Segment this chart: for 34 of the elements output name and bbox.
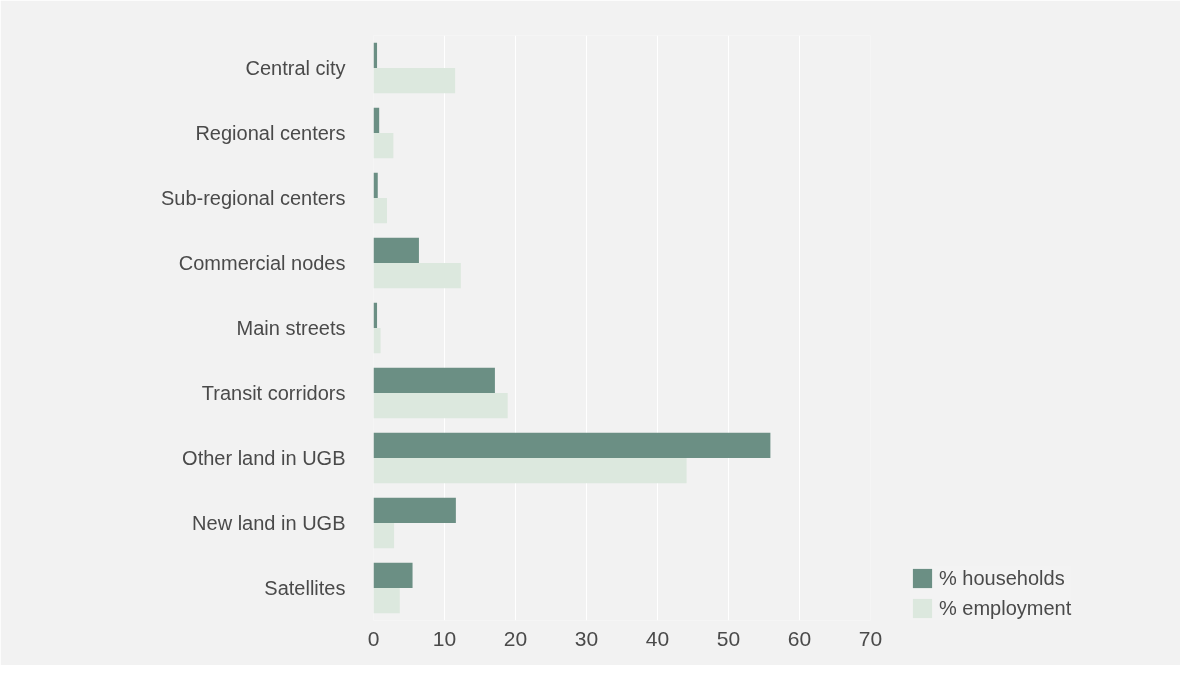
y-tick-label: Sub-regional centers bbox=[160, 187, 346, 209]
x-tick-label: 50 bbox=[716, 626, 741, 650]
bar bbox=[373, 133, 394, 159]
bar bbox=[373, 432, 771, 458]
bar bbox=[373, 237, 419, 263]
x-tick-label: 70 bbox=[858, 626, 883, 650]
bar bbox=[373, 562, 413, 588]
y-tick-label: Main streets bbox=[236, 317, 346, 339]
y-tick-label: Satellites bbox=[264, 577, 346, 599]
y-tick-label: Commercial nodes bbox=[178, 252, 346, 274]
legend-label: % employment bbox=[939, 596, 1072, 620]
x-tick-label: 30 bbox=[574, 626, 599, 650]
bar bbox=[373, 588, 400, 614]
bar bbox=[373, 523, 395, 549]
x-tick-label: 20 bbox=[503, 626, 528, 650]
bar bbox=[373, 328, 381, 354]
bar bbox=[373, 172, 378, 198]
bar bbox=[373, 367, 495, 393]
legend-label: % households bbox=[939, 566, 1065, 590]
bar bbox=[373, 68, 456, 94]
x-tick-label: 10 bbox=[432, 626, 457, 650]
x-tick-label: 40 bbox=[645, 626, 670, 650]
y-tick-label: Regional centers bbox=[195, 122, 346, 144]
bar bbox=[373, 497, 456, 523]
x-tick-label: 60 bbox=[787, 626, 812, 650]
y-tick-label: New land in UGB bbox=[192, 512, 346, 534]
x-tick-label: 0 bbox=[367, 626, 380, 650]
bar bbox=[373, 393, 508, 419]
y-tick-label: Central city bbox=[245, 57, 346, 79]
bar bbox=[373, 458, 687, 484]
bar bbox=[373, 198, 387, 224]
y-tick-label: Transit corridors bbox=[201, 382, 346, 404]
bar bbox=[373, 263, 461, 289]
y-tick-label: Other land in UGB bbox=[182, 447, 346, 469]
